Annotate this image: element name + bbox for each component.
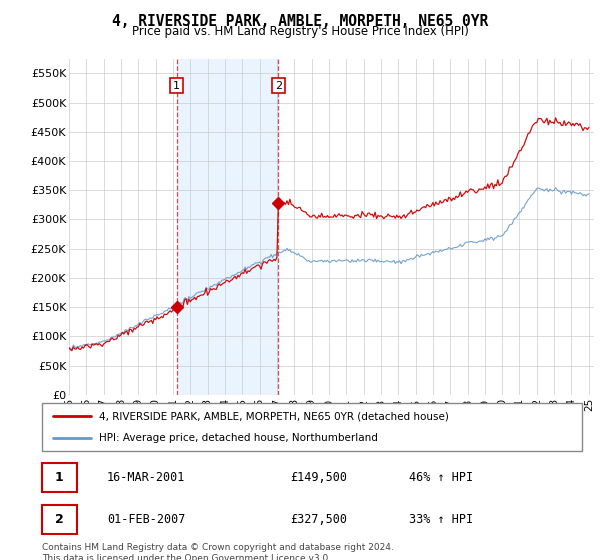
Text: £149,500: £149,500: [290, 471, 347, 484]
Text: 33% ↑ HPI: 33% ↑ HPI: [409, 513, 473, 526]
FancyBboxPatch shape: [42, 463, 77, 492]
Text: 2: 2: [55, 513, 64, 526]
Text: 1: 1: [55, 471, 64, 484]
Text: £327,500: £327,500: [290, 513, 347, 526]
Text: 46% ↑ HPI: 46% ↑ HPI: [409, 471, 473, 484]
Text: 4, RIVERSIDE PARK, AMBLE, MORPETH, NE65 0YR (detached house): 4, RIVERSIDE PARK, AMBLE, MORPETH, NE65 …: [98, 411, 449, 421]
Text: 01-FEB-2007: 01-FEB-2007: [107, 513, 185, 526]
Text: 2: 2: [275, 81, 282, 91]
Text: 1: 1: [173, 81, 180, 91]
Text: HPI: Average price, detached house, Northumberland: HPI: Average price, detached house, Nort…: [98, 433, 377, 443]
FancyBboxPatch shape: [42, 403, 582, 451]
Bar: [176, 59, 278, 395]
Text: Contains HM Land Registry data © Crown copyright and database right 2024.
This d: Contains HM Land Registry data © Crown c…: [42, 543, 394, 560]
Text: 4, RIVERSIDE PARK, AMBLE, MORPETH, NE65 0YR: 4, RIVERSIDE PARK, AMBLE, MORPETH, NE65 …: [112, 14, 488, 29]
Text: Price paid vs. HM Land Registry's House Price Index (HPI): Price paid vs. HM Land Registry's House …: [131, 25, 469, 38]
FancyBboxPatch shape: [42, 505, 77, 534]
Text: 16-MAR-2001: 16-MAR-2001: [107, 471, 185, 484]
